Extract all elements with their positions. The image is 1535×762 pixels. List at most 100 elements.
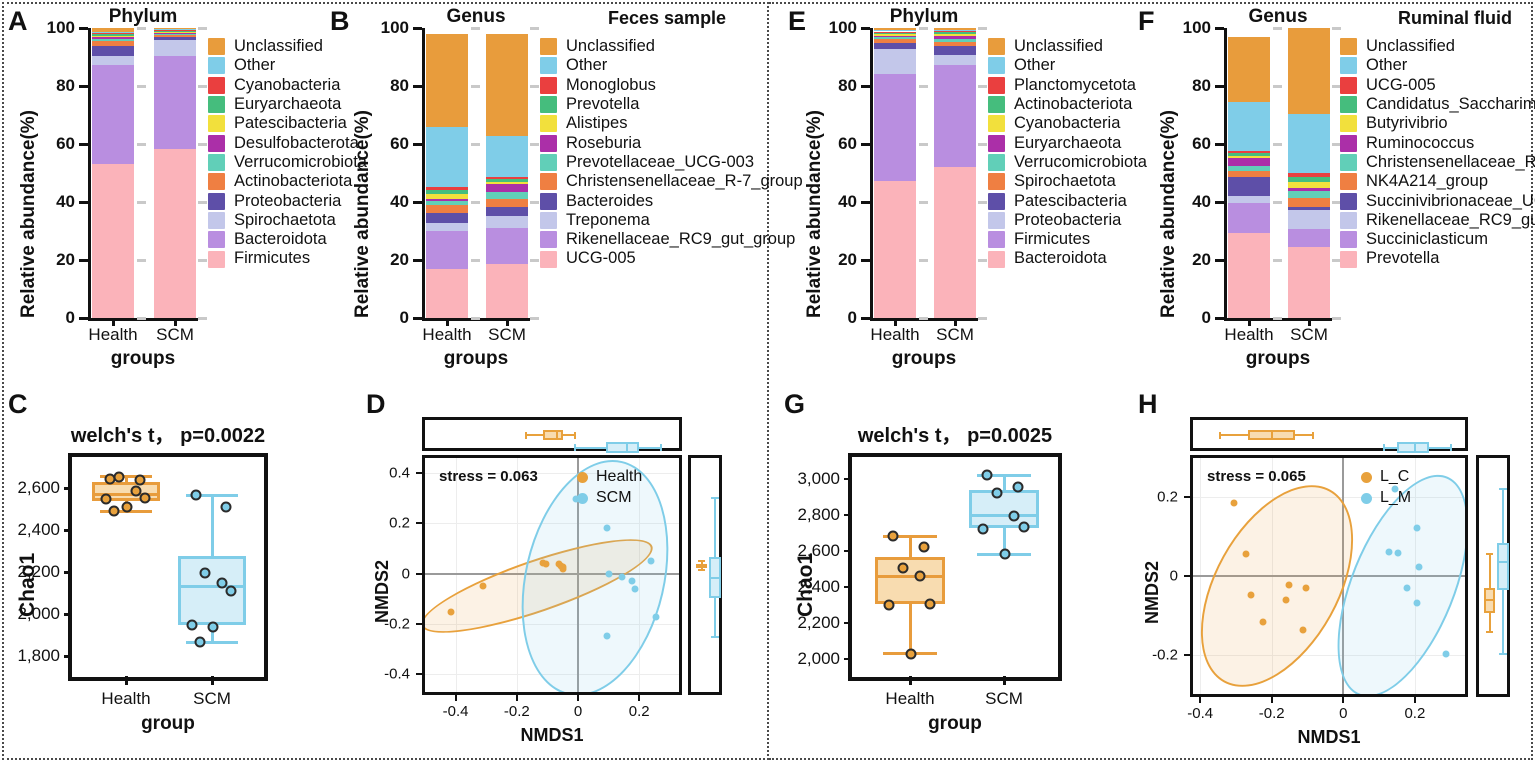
bar-segment — [1228, 166, 1270, 171]
bar-segment — [874, 30, 916, 32]
data-point — [603, 524, 611, 532]
bar-segment — [1288, 207, 1330, 210]
y-axis-tick-label: 2,600 — [17, 478, 60, 498]
bar-segment — [92, 37, 134, 39]
legend-row: Ruminococcus — [1340, 134, 1535, 152]
x-axis-tick — [1342, 697, 1345, 703]
whisker-cap-upper — [711, 497, 719, 500]
legend-label: Spirochaetota — [234, 210, 336, 229]
legend-swatch — [208, 115, 225, 133]
x-axis-tick — [909, 676, 912, 685]
panel-title: welch's t， p=0.0025 — [857, 425, 1053, 447]
legend-label: Actinobacteriota — [1014, 94, 1133, 113]
y-axis-tick — [79, 85, 88, 88]
x-axis-line — [88, 318, 198, 321]
grid-tick — [978, 317, 987, 320]
legend-row: Prevotella — [540, 95, 803, 114]
y-axis-tick — [1184, 496, 1190, 499]
bar-segment — [874, 35, 916, 37]
y-axis-tick — [844, 513, 852, 517]
legend-swatch — [988, 134, 1005, 152]
y-axis-tick — [1215, 27, 1224, 30]
x-axis-tick — [1308, 318, 1311, 326]
bar-segment — [154, 56, 196, 150]
plot-frame: 2,000 2,200 2,400 2,600 2,800 3,000 — [797, 453, 1062, 685]
grid-tick — [1332, 27, 1341, 30]
legend-row: Actinobacteriota — [208, 172, 367, 191]
grid-tick — [1273, 85, 1282, 88]
box-rect — [969, 490, 1039, 529]
bar-segment — [1288, 198, 1330, 208]
bar-segment — [426, 222, 468, 231]
legend-row: L_C — [1361, 468, 1411, 486]
legend-swatch — [1340, 57, 1357, 75]
bar-segment — [1228, 203, 1270, 234]
grid-tick — [530, 201, 539, 204]
bar-segment — [934, 54, 976, 65]
bar-segment — [154, 36, 196, 40]
x-axis-tick-label: -0.4 — [442, 703, 469, 720]
bar-segment — [426, 268, 468, 318]
legend-swatch — [540, 192, 557, 210]
legend-row: Succiniclasticum — [1340, 230, 1535, 249]
data-point — [1442, 650, 1450, 658]
legend-row: Firmicutes — [988, 230, 1147, 249]
x-axis-tick — [211, 676, 214, 685]
data-point — [1413, 524, 1421, 532]
x-axis-group-label: Health — [885, 689, 935, 708]
bar-segment — [154, 30, 196, 32]
bar-segment — [426, 33, 468, 128]
legend-swatch — [540, 57, 557, 75]
legend-label: Alistipes — [566, 114, 628, 133]
data-point — [618, 573, 626, 581]
y-axis-tick-label: 2,400 — [17, 520, 60, 540]
data-point — [100, 493, 112, 505]
grid-tick — [137, 143, 146, 146]
legend-row: Other — [540, 56, 803, 75]
legend: L_C L_M — [1361, 468, 1411, 510]
bar-segment — [154, 149, 196, 318]
bar-segment — [426, 127, 468, 187]
y-axis-tick — [1184, 653, 1190, 656]
legend-label: L_M — [1380, 489, 1412, 506]
legend-swatch — [988, 192, 1005, 210]
legend-row: Unclassified — [988, 37, 1147, 56]
marginal-boxplot-top — [422, 417, 682, 453]
y-axis-tick — [413, 143, 422, 146]
x-axis-tick-label: 0 — [1339, 705, 1348, 722]
legend-row: Health — [577, 468, 642, 486]
data-point — [1008, 510, 1020, 522]
legend-row: Proteobacteria — [988, 211, 1147, 229]
data-point — [1230, 499, 1238, 507]
median-line — [875, 575, 945, 579]
bar-segment — [154, 30, 196, 31]
bar-segment — [486, 215, 528, 229]
bar-segment — [1288, 228, 1330, 247]
data-point — [447, 608, 455, 616]
y-axis-tick — [413, 259, 422, 262]
legend-swatch — [1340, 115, 1357, 133]
bar-segment — [1228, 157, 1270, 167]
legend: Unclassified Other Monoglobus Prevotella Ali… — [540, 37, 803, 270]
y-axis-tick — [79, 27, 88, 30]
y-axis-tick-label: -0.4 — [384, 665, 410, 683]
bar-segment — [426, 201, 468, 205]
grid-tick — [471, 143, 480, 146]
legend-swatch — [540, 38, 557, 56]
legend-label: Bacteroidota — [234, 230, 327, 249]
data-point — [139, 492, 151, 504]
grid-tick — [1273, 317, 1282, 320]
whisker-cap-left — [1218, 432, 1221, 439]
legend-swatch — [988, 96, 1005, 114]
bar-segment — [1288, 114, 1330, 173]
median-line — [709, 577, 721, 580]
plot-frame: 1,800 2,000 2,200 2,400 2,600 — [17, 453, 268, 685]
panel-letter: G — [784, 389, 806, 419]
whisker-cap-upper — [697, 560, 706, 563]
legend-swatch — [988, 173, 1005, 191]
whisker-cap-right — [573, 432, 576, 439]
legend-swatch — [988, 154, 1005, 172]
grid-tick — [530, 259, 539, 262]
